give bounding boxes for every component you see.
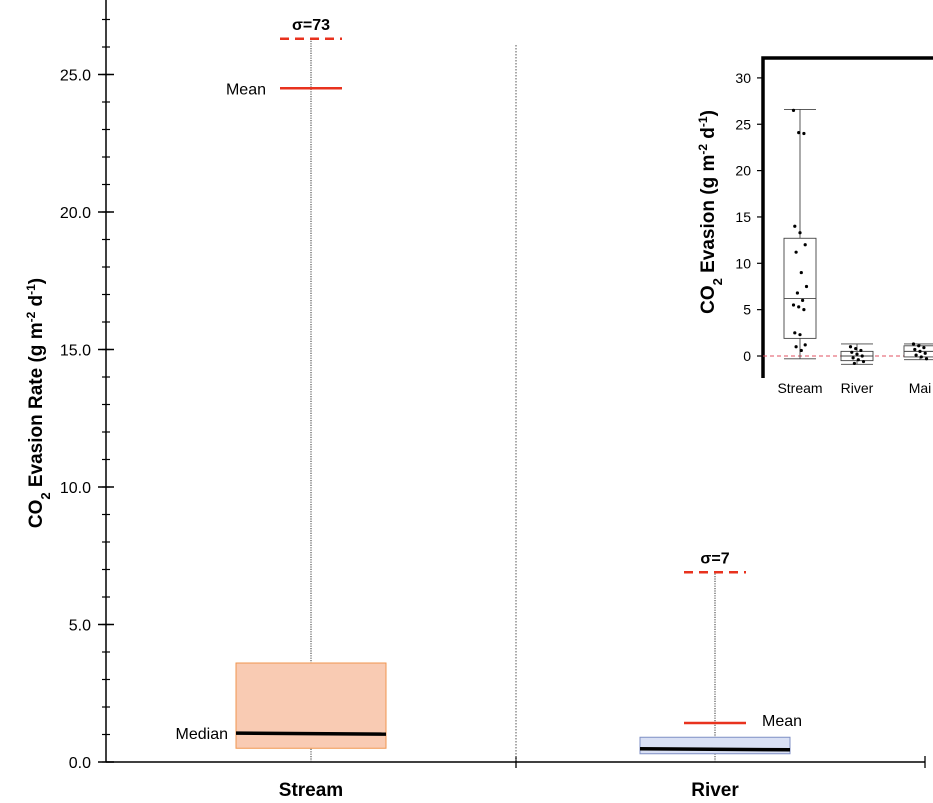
- inset-data-point: [793, 331, 797, 335]
- inset-data-point: [791, 108, 796, 112]
- inset-data-point: [797, 305, 801, 309]
- inset-data-point: [914, 353, 918, 357]
- inset-y-tick-label: 0: [743, 348, 751, 364]
- inset-data-point: [855, 352, 859, 356]
- inset-data-point: [798, 333, 802, 337]
- inset-x-category-label: River: [841, 380, 874, 396]
- inset-data-point: [918, 349, 922, 353]
- sigma-label: σ=7: [700, 550, 729, 567]
- inset-data-point: [856, 358, 860, 362]
- inset-box-river: [840, 343, 874, 366]
- inset-data-point: [919, 355, 923, 359]
- inset-data-point: [797, 130, 801, 135]
- inset-data-point: [913, 347, 917, 352]
- median-line: [639, 747, 791, 752]
- inset-y-tick-label: 25: [735, 116, 751, 132]
- y-tick-label: 20.0: [60, 205, 91, 222]
- inset-data-point: [795, 291, 800, 295]
- x-category-label: River: [691, 780, 739, 801]
- inset-data-point: [861, 359, 866, 364]
- y-tick-label: 15.0: [60, 343, 91, 360]
- inset-data-point: [854, 346, 858, 351]
- main-axes: 0.0 5.0 10.0 15.0 20.0 25.0 Stream River: [60, 0, 926, 801]
- inset-data-point: [802, 308, 806, 312]
- inset-data-point: [791, 303, 796, 307]
- inset-box-stream: [783, 108, 817, 360]
- inset-data-point: [793, 224, 797, 228]
- inset-data-point: [803, 343, 807, 347]
- inset-data-point: [798, 231, 802, 235]
- inset-data-point: [799, 348, 803, 353]
- inset-data-point: [794, 345, 798, 349]
- mean-label: Mean: [762, 713, 802, 730]
- inset-y-tick-label: 20: [735, 163, 751, 179]
- median-label: Median: [176, 726, 228, 743]
- y-tick-label: 5.0: [69, 618, 91, 635]
- inset-x-category-label: Mai: [909, 380, 932, 396]
- inset-data-point: [802, 131, 806, 136]
- inset-data-point: [852, 361, 857, 366]
- inset-data-point: [911, 342, 916, 346]
- box-stream: σ=73 Mean Median: [176, 17, 387, 762]
- inset-data-point: [917, 344, 921, 348]
- inset-data-point: [848, 345, 853, 349]
- inset-data-point: [799, 270, 803, 275]
- inset-y-tick-label: 5: [743, 302, 751, 318]
- y-axis-label: CO2 Evasion Rate (g m-2 d-1): [24, 278, 53, 528]
- inset-data-point: [804, 284, 809, 289]
- inset-data-point: [923, 351, 927, 355]
- inset-y-axis-label: CO2 Evasion (g m-2 d-1): [696, 110, 725, 314]
- sigma-label: σ=73: [292, 17, 330, 34]
- y-tick-label: 0.0: [69, 755, 91, 772]
- inset-data-point: [851, 356, 855, 360]
- inset-box-mai: [903, 342, 933, 361]
- x-category-label: Stream: [279, 780, 343, 801]
- inset-boxes: [783, 108, 933, 366]
- main-boxes: σ=73 Mean Median σ=7 Mean: [176, 17, 802, 762]
- inset-y-tick-label: 30: [735, 70, 751, 86]
- inset-data-point: [794, 250, 798, 254]
- inset-box-iqr: [783, 237, 817, 339]
- box-river: σ=7 Mean: [639, 550, 802, 762]
- y-tick-label: 25.0: [60, 68, 91, 85]
- inset-data-point: [801, 298, 805, 302]
- inset-data-point: [859, 348, 863, 353]
- inset-y-tick-label: 10: [735, 255, 751, 271]
- inset-chart: 0 5 10 15 20 25 30 Stream River Mai CO2 Evasion (…: [696, 56, 933, 396]
- inset-data-point: [860, 354, 864, 358]
- median-line: [235, 731, 387, 736]
- inset-data-point: [803, 243, 807, 247]
- inset-data-point: [922, 346, 926, 350]
- inset-data-point: [924, 357, 929, 361]
- inset-x-category-label: Stream: [777, 380, 822, 396]
- inset-data-point: [850, 350, 854, 354]
- mean-label: Mean: [226, 81, 266, 98]
- inset-y-tick-label: 15: [735, 209, 751, 225]
- y-tick-label: 10.0: [60, 480, 91, 497]
